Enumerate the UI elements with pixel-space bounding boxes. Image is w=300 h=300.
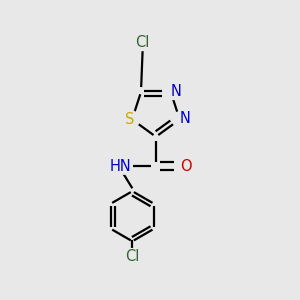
Text: N: N [170,84,181,99]
Text: N: N [180,111,190,126]
Text: HN: HN [110,159,131,174]
Text: S: S [125,112,134,127]
Text: Cl: Cl [136,35,150,50]
Text: Cl: Cl [125,249,140,264]
Text: O: O [180,159,192,174]
